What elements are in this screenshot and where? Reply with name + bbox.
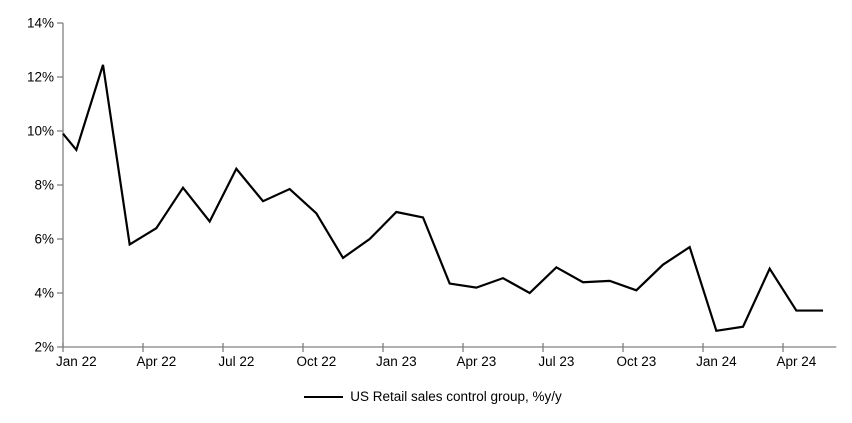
x-tick-label: Apr 22	[136, 354, 176, 369]
y-tick-label: 6%	[34, 232, 54, 247]
x-tick-label: Jul 22	[218, 354, 254, 369]
x-tick-label: Jan 23	[376, 354, 417, 369]
legend-line-sample	[304, 395, 344, 398]
y-tick-label: 8%	[34, 178, 54, 193]
y-tick-label: 12%	[27, 70, 54, 85]
y-tick-label: 10%	[27, 124, 54, 139]
x-tick-label: Apr 24	[776, 354, 816, 369]
y-tick-label: 2%	[34, 340, 54, 355]
x-tick-label: Apr 23	[456, 354, 496, 369]
x-tick-label: Oct 22	[296, 354, 336, 369]
x-tick-label: Oct 23	[616, 354, 656, 369]
x-tick-label: Jan 22	[56, 354, 97, 369]
x-tick-label: Jul 23	[538, 354, 574, 369]
y-tick-label: 14%	[27, 16, 54, 31]
y-tick-label: 4%	[34, 286, 54, 301]
legend-label: US Retail sales control group, %y/y	[350, 389, 562, 404]
legend: US Retail sales control group, %y/y	[0, 389, 852, 404]
x-tick-label: Jan 24	[696, 354, 737, 369]
data-line-us-retail-control-group	[62, 64, 824, 333]
